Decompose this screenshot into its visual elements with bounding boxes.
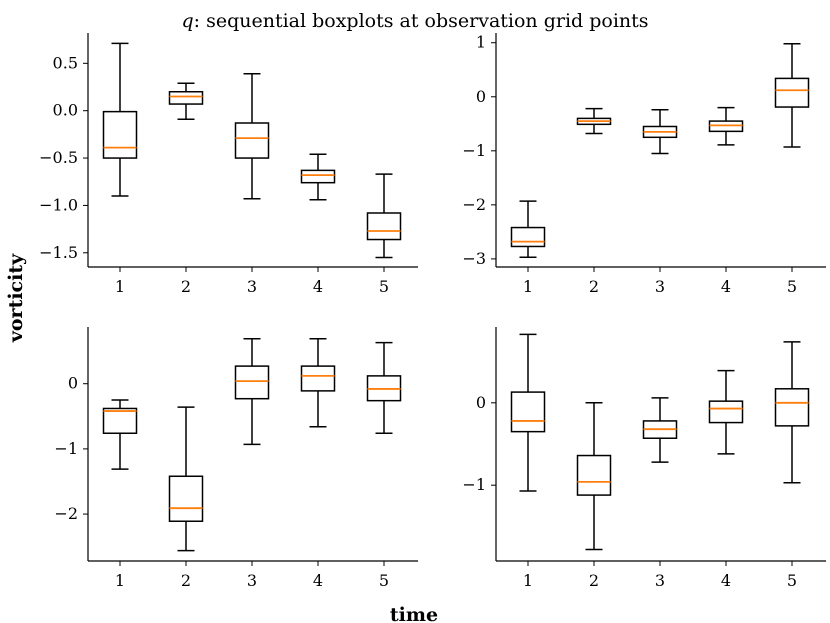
x-tick-label: 2 <box>589 277 599 296</box>
x-tick-label: 3 <box>655 277 665 296</box>
figure-title: q: sequential boxplots at observation gr… <box>181 10 648 32</box>
x-tick-label: 1 <box>523 277 533 296</box>
x-tick-label: 2 <box>181 571 191 590</box>
iqr-box <box>168 90 204 105</box>
boxplot-1 <box>102 399 138 470</box>
iqr-box <box>774 388 810 427</box>
iqr-box <box>234 365 270 400</box>
boxplot-4 <box>708 369 744 455</box>
iqr-box <box>774 77 810 108</box>
boxplot-4 <box>708 106 744 146</box>
iqr-box <box>576 454 612 496</box>
title-text: : sequential boxplots at observation gri… <box>194 10 649 32</box>
x-tick-label: 5 <box>787 571 797 590</box>
boxplot-2 <box>168 82 204 120</box>
y-tick-label: −1.5 <box>39 243 78 262</box>
x-tick-label: 1 <box>115 571 125 590</box>
y-tick-label: −1 <box>462 475 486 494</box>
x-axis-label: time <box>390 604 438 623</box>
boxplot-5 <box>774 43 810 148</box>
y-tick-label: −2 <box>54 504 78 523</box>
boxplot-1 <box>102 42 138 197</box>
y-tick-label: −1 <box>462 141 486 160</box>
iqr-box <box>708 400 744 424</box>
iqr-box <box>300 365 336 392</box>
x-tick-label: 3 <box>247 571 257 590</box>
x-tick-label: 4 <box>721 571 731 590</box>
x-tick-label: 1 <box>523 571 533 590</box>
boxplot-1 <box>510 200 546 259</box>
panel-top-right: 1 0 −1 −2 −3 1 2 3 4 5 <box>462 33 826 296</box>
y-axis-label: vorticity <box>5 253 27 343</box>
x-tick-label: 5 <box>379 277 389 296</box>
y-tick-label: −1 <box>54 439 78 458</box>
y-tick-label: 0.0 <box>53 101 78 120</box>
boxplot-2 <box>168 406 204 552</box>
x-tick-label: 4 <box>721 277 731 296</box>
title-variable: q <box>181 10 193 32</box>
x-tick-label: 1 <box>115 277 125 296</box>
boxplot-4 <box>300 153 336 201</box>
panel-top-left: 0.5 0.0 −0.5 −1.0 −1.5 1 2 3 4 5 <box>39 33 418 296</box>
x-tick-label: 2 <box>181 277 191 296</box>
y-tick-label: −2 <box>462 195 486 214</box>
y-tick-label: 0 <box>68 374 78 393</box>
boxplot-3 <box>642 108 678 155</box>
x-tick-label: 3 <box>655 571 665 590</box>
iqr-box <box>234 122 270 159</box>
x-tick-label: 5 <box>379 571 389 590</box>
boxplot-1 <box>510 333 546 492</box>
iqr-box <box>300 169 336 184</box>
boxplot-4 <box>300 337 336 428</box>
y-tick-label: 0 <box>476 393 486 412</box>
iqr-box <box>510 226 546 248</box>
y-tick-label: −3 <box>462 249 486 268</box>
boxplot-3 <box>234 337 270 446</box>
iqr-box <box>168 475 204 522</box>
y-tick-label: 0 <box>476 87 486 106</box>
boxplot-2 <box>576 402 612 551</box>
boxplot-2 <box>576 107 612 135</box>
x-tick-label: 5 <box>787 277 797 296</box>
iqr-box <box>102 407 138 434</box>
panel-bottom-right: 0 −1 1 2 3 4 5 <box>462 327 826 590</box>
boxplot-5 <box>774 341 810 484</box>
iqr-box <box>102 110 138 159</box>
boxplot-5 <box>366 341 402 434</box>
x-tick-label: 4 <box>313 277 323 296</box>
y-tick-label: −1.0 <box>39 195 78 214</box>
boxplot-3 <box>234 72 270 200</box>
iqr-box <box>510 391 546 433</box>
panel-bottom-left: 0 −1 −2 1 2 3 4 5 <box>54 327 418 590</box>
boxplot-5 <box>366 173 402 259</box>
boxplot-3 <box>642 397 678 463</box>
iqr-box <box>366 212 402 241</box>
x-tick-label: 2 <box>589 571 599 590</box>
panels: 0.5 0.0 −0.5 −1.0 −1.5 1 2 3 4 5 1 0 −1 −2 −3 1 2 3 4 5 0 −1 −… <box>39 33 826 590</box>
x-tick-label: 3 <box>247 277 257 296</box>
x-tick-label: 4 <box>313 571 323 590</box>
y-tick-label: 1 <box>476 33 486 52</box>
y-tick-label: 0.5 <box>53 53 78 72</box>
y-tick-label: −0.5 <box>39 148 78 167</box>
